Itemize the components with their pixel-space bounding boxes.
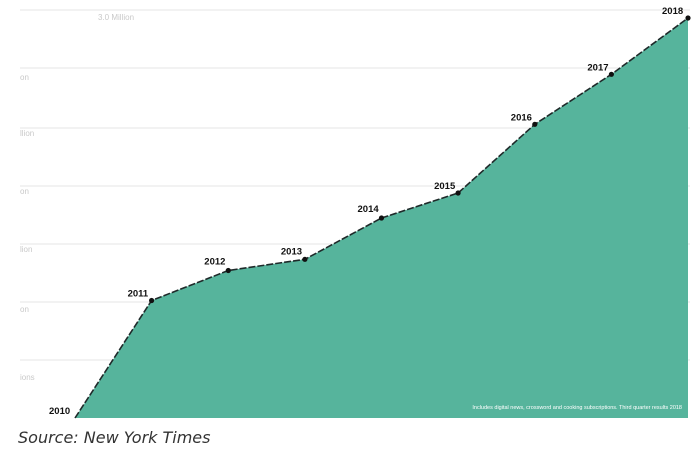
point-label-2016: 2016 bbox=[511, 112, 532, 123]
point-label-2018: 2018 bbox=[662, 6, 683, 17]
point-label-2011: 2011 bbox=[128, 289, 149, 300]
data-point-2016 bbox=[532, 121, 538, 127]
chart-figure: 3.0 Million on llion on lion on ions 2010 2011 2… bbox=[20, 6, 691, 419]
data-point-2012 bbox=[225, 267, 231, 274]
point-label-2013: 2013 bbox=[281, 246, 302, 257]
y-tick-label-5: ions bbox=[20, 373, 35, 382]
y-tick-label-2: on bbox=[20, 187, 29, 196]
y-top-label: 3.0 Million bbox=[98, 13, 134, 22]
data-point-2017 bbox=[608, 71, 615, 77]
point-label-2012: 2012 bbox=[204, 257, 225, 268]
point-label-2010: 2010 bbox=[49, 406, 70, 417]
data-point-2011 bbox=[149, 297, 155, 304]
data-point-2015 bbox=[455, 190, 461, 196]
y-tick-label-4: on bbox=[20, 305, 29, 314]
point-label-2015: 2015 bbox=[434, 181, 456, 192]
chart-footnote: Includes digital news, crossword and coo… bbox=[472, 405, 682, 411]
y-tick-label-1: llion bbox=[20, 129, 34, 138]
point-label-2017: 2017 bbox=[587, 62, 608, 73]
y-tick-label-0: on bbox=[20, 73, 29, 82]
y-tick-label-3: lion bbox=[20, 245, 32, 254]
data-point-2014 bbox=[378, 215, 385, 221]
data-point-2013 bbox=[302, 256, 308, 262]
source-caption: Source: New York Times bbox=[18, 428, 211, 447]
data-point-2018 bbox=[685, 15, 691, 21]
point-label-2014: 2014 bbox=[358, 204, 380, 215]
subscriptions-area-chart: 3.0 Million on llion on lion on ions 2010 2011 2… bbox=[20, 6, 691, 419]
